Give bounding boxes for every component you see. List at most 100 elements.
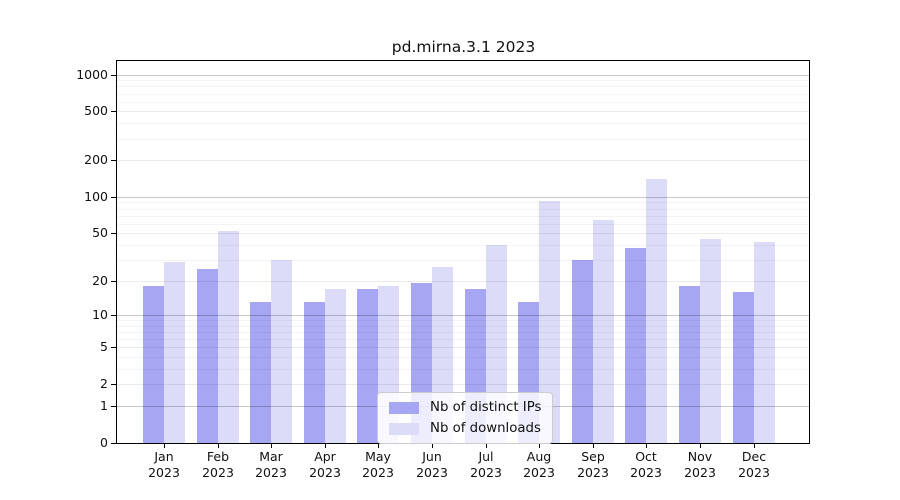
y-tick-mark-1000 — [111, 75, 116, 76]
y-tick-label-500: 500 — [84, 103, 108, 118]
legend: Nb of distinct IPs Nb of downloads — [377, 392, 554, 444]
x-tick-mark-oct-2023 — [646, 444, 647, 448]
y-tick-label-100: 100 — [84, 189, 108, 204]
minor-gridline-y-300 — [117, 139, 809, 140]
y-tick-label-200: 200 — [84, 152, 108, 167]
x-tick-mark-aug-2023 — [539, 444, 540, 448]
bar-downloads-oct-2023 — [646, 179, 668, 443]
x-tick-label-jan-2023: Jan 2023 — [148, 449, 180, 480]
y-tick-label-10: 10 — [92, 307, 108, 322]
y-tick-label-2: 2 — [100, 376, 108, 391]
bar-ips-mar-2023 — [250, 302, 272, 443]
bar-downloads-jan-2023 — [164, 261, 185, 443]
minor-gridline-y-70 — [117, 216, 809, 217]
minor-gridline-y-4 — [117, 357, 809, 358]
gridline-y-10 — [117, 315, 809, 316]
y-tick-mark-50 — [111, 233, 116, 234]
x-tick-label-apr-2023: Apr 2023 — [309, 449, 341, 480]
minor-gridline-y-8 — [117, 326, 809, 327]
y-tick-label-50: 50 — [92, 225, 108, 240]
x-tick-label-jun-2023: Jun 2023 — [416, 449, 448, 480]
x-tick-mark-dec-2023 — [754, 444, 755, 448]
gridline-y-2 — [117, 384, 809, 385]
bar-ips-may-2023 — [357, 288, 379, 443]
x-tick-label-aug-2023: Aug 2023 — [523, 449, 555, 480]
minor-gridline-y-80 — [117, 209, 809, 210]
minor-gridline-y-30 — [117, 260, 809, 261]
minor-gridline-y-40 — [117, 245, 809, 246]
bar-downloads-nov-2023 — [700, 238, 721, 443]
bar-ips-nov-2023 — [679, 285, 700, 443]
gridline-y-5 — [117, 347, 809, 348]
minor-gridline-y-3 — [117, 369, 809, 370]
minor-gridline-y-600 — [117, 102, 809, 103]
x-tick-mark-jun-2023 — [432, 444, 433, 448]
y-tick-label-0: 0 — [100, 435, 108, 450]
x-tick-label-mar-2023: Mar 2023 — [255, 449, 287, 480]
chart-title: pd.mirna.3.1 2023 — [391, 38, 536, 56]
gridline-y-100 — [117, 197, 809, 198]
legend-swatch-distinct-ips — [389, 401, 419, 414]
x-tick-mark-feb-2023 — [218, 444, 219, 448]
minor-gridline-y-400 — [117, 123, 809, 124]
gridline-y-50 — [117, 233, 809, 234]
y-tick-mark-20 — [111, 281, 116, 282]
y-tick-mark-0 — [111, 443, 116, 444]
x-tick-label-jul-2023: Jul 2023 — [470, 449, 502, 480]
minor-gridline-y-7 — [117, 332, 809, 333]
y-tick-label-1000: 1000 — [76, 67, 108, 82]
minor-gridline-y-9 — [117, 320, 809, 321]
x-tick-mark-may-2023 — [378, 444, 379, 448]
y-tick-label-1: 1 — [100, 398, 108, 413]
legend-item-distinct-ips: Nb of distinct IPs — [389, 400, 541, 415]
x-tick-label-feb-2023: Feb 2023 — [202, 449, 234, 480]
y-tick-mark-5 — [111, 347, 116, 348]
gridline-y-500 — [117, 111, 809, 112]
minor-gridline-y-900 — [117, 80, 809, 81]
legend-label-downloads: Nb of downloads — [430, 421, 541, 436]
bar-ips-apr-2023 — [303, 302, 325, 443]
x-tick-mark-mar-2023 — [271, 444, 272, 448]
bar-downloads-dec-2023 — [753, 242, 775, 443]
x-tick-label-may-2023: May 2023 — [362, 449, 394, 480]
minor-gridline-y-90 — [117, 202, 809, 203]
gridline-y-200 — [117, 160, 809, 161]
minor-gridline-y-800 — [117, 86, 809, 87]
x-tick-mark-jan-2023 — [164, 444, 165, 448]
x-tick-label-sep-2023: Sep 2023 — [577, 449, 609, 480]
plot-area: Nb of distinct IPs Nb of downloads — [116, 60, 810, 444]
minor-gridline-y-6 — [117, 339, 809, 340]
bar-downloads-mar-2023 — [271, 259, 293, 443]
bar-ips-jan-2023 — [143, 285, 164, 443]
bar-ips-oct-2023 — [625, 247, 647, 443]
y-tick-mark-2 — [111, 384, 116, 385]
y-tick-mark-10 — [111, 315, 116, 316]
x-tick-mark-jul-2023 — [486, 444, 487, 448]
legend-label-distinct-ips: Nb of distinct IPs — [430, 400, 542, 415]
bar-downloads-feb-2023 — [217, 231, 239, 443]
x-tick-mark-sep-2023 — [593, 444, 594, 448]
y-tick-label-20: 20 — [92, 273, 108, 288]
legend-item-downloads: Nb of downloads — [389, 421, 541, 436]
y-tick-mark-1 — [111, 406, 116, 407]
grid-layer — [117, 61, 809, 443]
y-tick-mark-500 — [111, 111, 116, 112]
bar-downloads-apr-2023 — [324, 288, 346, 443]
y-tick-mark-100 — [111, 197, 116, 198]
x-tick-label-dec-2023: Dec 2023 — [738, 449, 770, 480]
minor-gridline-y-60 — [117, 224, 809, 225]
gridline-y-1000 — [117, 75, 809, 76]
bar-downloads-sep-2023 — [592, 220, 614, 443]
x-tick-label-nov-2023: Nov 2023 — [684, 449, 716, 480]
bar-ips-feb-2023 — [196, 269, 218, 443]
gridline-y-20 — [117, 281, 809, 282]
bar-ips-sep-2023 — [571, 259, 593, 443]
legend-swatch-downloads — [389, 422, 419, 435]
x-tick-mark-apr-2023 — [325, 444, 326, 448]
x-tick-mark-nov-2023 — [700, 444, 701, 448]
minor-gridline-y-700 — [117, 94, 809, 95]
x-tick-label-oct-2023: Oct 2023 — [630, 449, 662, 480]
y-tick-label-5: 5 — [100, 339, 108, 354]
y-tick-mark-200 — [111, 160, 116, 161]
